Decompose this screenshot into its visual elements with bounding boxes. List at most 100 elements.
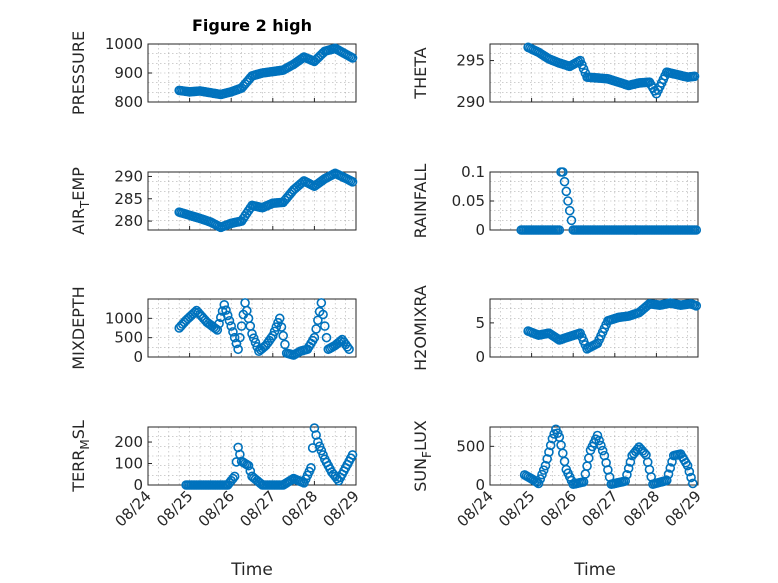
data-point xyxy=(228,327,238,337)
x-axis-label-left: Time xyxy=(230,560,273,580)
data-point xyxy=(224,315,235,326)
data-point xyxy=(596,440,606,451)
subplot-h2omixra: 0 5 H2OMIXRA xyxy=(411,285,702,371)
y-axis-label-tail: LUX xyxy=(411,420,430,451)
data-point xyxy=(639,448,650,458)
y-tick-label: 285 xyxy=(114,190,143,208)
data-point xyxy=(319,321,330,331)
data-point xyxy=(318,309,328,320)
data-point xyxy=(248,333,259,343)
data-point xyxy=(691,225,702,235)
data-point xyxy=(665,463,676,473)
subplot-theta: 290 295 THETA xyxy=(411,42,700,111)
y-tick-label: 0 xyxy=(133,476,143,494)
y-tick-label: 290 xyxy=(114,167,143,185)
data-point xyxy=(540,460,551,471)
y-axis-label-subscript: F xyxy=(420,451,434,458)
data-point xyxy=(267,330,278,341)
y-axis-label: SUNFLUX xyxy=(411,420,434,492)
data-point xyxy=(240,298,250,308)
data-point xyxy=(278,330,289,341)
data-point xyxy=(686,472,696,483)
y-tick-label: 0 xyxy=(475,221,485,239)
data-point xyxy=(316,445,327,456)
y-tick-label: 0 xyxy=(475,476,485,494)
y-tick-label: 500 xyxy=(114,329,143,347)
data-point xyxy=(557,167,568,177)
data-point xyxy=(535,474,546,484)
x-tick-label: 08/29 xyxy=(320,487,363,530)
data-point xyxy=(342,342,353,352)
x-tick-label: 08/27 xyxy=(578,487,621,530)
data-point xyxy=(684,466,695,477)
data-point xyxy=(271,322,282,332)
y-axis-label-subscript: T xyxy=(78,200,92,209)
axes-box xyxy=(489,298,699,358)
y-axis-label-tail: EMP xyxy=(69,167,88,201)
data-point xyxy=(583,453,594,463)
x-tick-label: 08/25 xyxy=(495,487,538,530)
y-tick-label: 800 xyxy=(114,93,143,111)
y-tick-label: 5 xyxy=(475,314,485,332)
y-axis-label-main: AIR xyxy=(69,208,88,235)
x-tick-label: 08/26 xyxy=(537,487,580,530)
data-point xyxy=(229,471,240,482)
y-axis-label: H2OMIXRA xyxy=(411,285,430,371)
data-point xyxy=(533,478,544,489)
data-point xyxy=(280,339,290,350)
y-tick-label: 290 xyxy=(456,93,485,111)
data-point xyxy=(566,215,577,226)
axes-box xyxy=(147,171,357,231)
data-point xyxy=(231,457,242,467)
data-point xyxy=(347,53,358,63)
y-tick-label: 200 xyxy=(114,433,143,451)
axes-box xyxy=(147,298,357,358)
data-point xyxy=(276,322,287,332)
x-tick-label: 08/28 xyxy=(278,487,321,530)
axes-box xyxy=(489,426,699,486)
y-axis-label: PRESSURE xyxy=(69,31,88,115)
data-point xyxy=(661,475,672,486)
data-point xyxy=(228,473,238,484)
data-point xyxy=(221,305,231,315)
y-tick-label: 900 xyxy=(114,64,143,82)
data-point xyxy=(316,298,327,308)
x-tick-label: 08/25 xyxy=(153,487,196,530)
y-tick-label: 1000 xyxy=(105,309,143,327)
y-tick-label: 0 xyxy=(475,348,485,366)
data-point xyxy=(229,332,240,343)
data-point xyxy=(545,440,556,451)
y-axis-label: RAINFALL xyxy=(411,164,430,239)
data-point xyxy=(552,334,563,344)
data-point xyxy=(547,433,558,444)
data-point xyxy=(625,457,636,467)
data-point xyxy=(563,196,573,206)
x-axis-label-right: Time xyxy=(573,560,616,580)
data-point xyxy=(663,469,674,479)
data-point xyxy=(623,463,634,474)
data-point xyxy=(313,315,323,326)
data-point xyxy=(597,445,608,456)
data-point xyxy=(306,463,316,473)
y-axis-label-subscript: M xyxy=(78,439,92,449)
data-point xyxy=(687,478,698,489)
x-tick-label: 08/28 xyxy=(620,487,663,530)
subplot-sun-flux: 050008/2408/2508/2608/2708/2808/29SUNFLU… xyxy=(411,420,705,530)
data-point xyxy=(235,332,245,343)
x-tick-label: 08/29 xyxy=(662,487,705,530)
data-point xyxy=(318,450,328,460)
y-axis-label-main: TERR xyxy=(69,450,88,493)
data-point xyxy=(582,461,592,471)
data-point xyxy=(538,465,549,475)
x-tick-label: 08/26 xyxy=(195,487,238,530)
y-tick-label: 1000 xyxy=(105,35,143,53)
data-point xyxy=(556,440,566,450)
data-point xyxy=(245,321,256,331)
data-point xyxy=(559,456,570,467)
data-point xyxy=(559,176,570,187)
data-point xyxy=(594,435,605,446)
data-point xyxy=(269,326,280,337)
